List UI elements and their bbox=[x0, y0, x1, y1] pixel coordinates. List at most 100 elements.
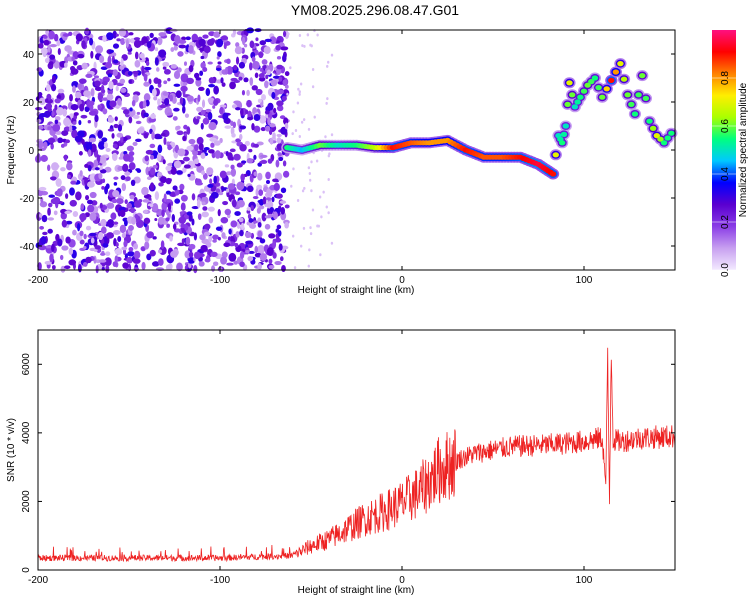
noise-speckle bbox=[87, 181, 95, 188]
noise-speckle bbox=[113, 176, 119, 180]
noise-speckle bbox=[290, 184, 293, 188]
noise-speckle bbox=[248, 218, 254, 223]
noise-speckle bbox=[291, 132, 294, 136]
noise-speckle bbox=[259, 40, 267, 46]
noise-speckle bbox=[223, 242, 231, 248]
noise-speckle bbox=[253, 143, 259, 148]
noise-speckle bbox=[141, 186, 149, 196]
noise-speckle bbox=[238, 217, 244, 223]
noise-speckle bbox=[136, 111, 141, 115]
noise-speckle bbox=[184, 113, 190, 118]
noise-speckle bbox=[48, 194, 55, 198]
noise-speckle bbox=[293, 266, 297, 270]
noise-speckle bbox=[213, 99, 219, 106]
x-tick-label: -100 bbox=[210, 575, 230, 586]
noise-speckle bbox=[179, 183, 185, 191]
noise-speckle bbox=[158, 182, 164, 187]
noise-speckle bbox=[101, 137, 108, 143]
noise-speckle bbox=[38, 97, 46, 106]
noise-speckle bbox=[204, 223, 211, 230]
noise-speckle bbox=[46, 84, 51, 92]
noise-speckle bbox=[319, 253, 322, 257]
noise-speckle bbox=[215, 188, 221, 193]
noise-speckle bbox=[55, 130, 62, 136]
noise-speckle bbox=[157, 171, 163, 177]
noise-speckle bbox=[79, 213, 87, 221]
noise-speckle bbox=[176, 170, 183, 175]
noise-speckle bbox=[205, 241, 212, 248]
noise-speckle bbox=[144, 241, 150, 250]
noise-speckle bbox=[156, 67, 160, 72]
noise-speckle bbox=[129, 107, 133, 112]
noise-speckle bbox=[115, 85, 119, 92]
ridge-point bbox=[624, 92, 631, 98]
noise-speckle bbox=[128, 151, 135, 157]
noise-speckle bbox=[198, 86, 205, 91]
noise-speckle bbox=[264, 223, 271, 230]
noise-speckle bbox=[53, 33, 59, 42]
ridge-point bbox=[631, 111, 639, 117]
noise-speckle bbox=[183, 164, 191, 169]
noise-speckle bbox=[43, 39, 50, 46]
noise-speckle bbox=[128, 247, 134, 252]
noise-speckle bbox=[257, 230, 263, 238]
noise-speckle bbox=[231, 199, 237, 208]
noise-speckle bbox=[49, 176, 57, 181]
noise-speckle bbox=[306, 33, 310, 37]
ridge-point bbox=[566, 80, 573, 86]
noise-speckle bbox=[147, 205, 151, 210]
noise-speckle bbox=[275, 193, 283, 199]
noise-speckle bbox=[246, 185, 254, 193]
noise-speckle bbox=[163, 80, 168, 85]
noise-speckle bbox=[193, 264, 198, 274]
noise-speckle bbox=[237, 199, 245, 208]
noise-speckle bbox=[121, 232, 126, 239]
noise-speckle bbox=[195, 77, 202, 81]
noise-speckle bbox=[202, 117, 210, 125]
noise-speckle bbox=[217, 209, 221, 217]
noise-speckle bbox=[79, 239, 85, 245]
noise-speckle bbox=[88, 110, 97, 116]
noise-speckle bbox=[232, 29, 237, 36]
noise-speckle bbox=[309, 232, 313, 236]
noise-speckle bbox=[105, 32, 114, 41]
noise-speckle bbox=[165, 190, 172, 195]
noise-speckle bbox=[269, 123, 276, 128]
noise-speckle bbox=[178, 39, 187, 44]
y-tick-label: -40 bbox=[20, 242, 35, 253]
noise-speckle bbox=[201, 211, 209, 218]
noise-speckle bbox=[177, 51, 184, 57]
noise-speckle bbox=[316, 224, 319, 228]
noise-speckle bbox=[159, 104, 167, 109]
noise-speckle bbox=[127, 51, 132, 55]
noise-speckle bbox=[129, 194, 135, 200]
noise-speckle bbox=[220, 216, 229, 224]
noise-speckle bbox=[131, 99, 136, 107]
noise-speckle bbox=[220, 77, 224, 84]
noise-speckle bbox=[181, 36, 187, 41]
noise-speckle bbox=[157, 98, 161, 106]
noise-speckle bbox=[42, 231, 48, 236]
noise-speckle bbox=[55, 178, 62, 187]
noise-speckle bbox=[133, 250, 141, 259]
noise-speckle bbox=[99, 169, 107, 174]
noise-speckle bbox=[121, 182, 127, 192]
noise-speckle bbox=[142, 100, 147, 109]
noise-speckle bbox=[52, 124, 61, 132]
noise-speckle bbox=[178, 216, 187, 224]
noise-speckle bbox=[259, 154, 268, 159]
noise-speckle bbox=[160, 132, 166, 137]
noise-speckle bbox=[269, 36, 277, 45]
noise-speckle bbox=[259, 115, 267, 124]
noise-speckle bbox=[115, 242, 119, 248]
noise-speckle bbox=[157, 216, 165, 225]
noise-speckle bbox=[264, 80, 269, 89]
noise-speckle bbox=[60, 212, 67, 220]
x-tick-label: 100 bbox=[576, 275, 593, 286]
noise-speckle bbox=[126, 256, 133, 264]
noise-speckle bbox=[126, 202, 133, 209]
noise-speckle bbox=[124, 171, 131, 176]
noise-speckle bbox=[47, 228, 53, 234]
noise-speckle bbox=[191, 218, 195, 226]
noise-speckle bbox=[113, 59, 119, 64]
